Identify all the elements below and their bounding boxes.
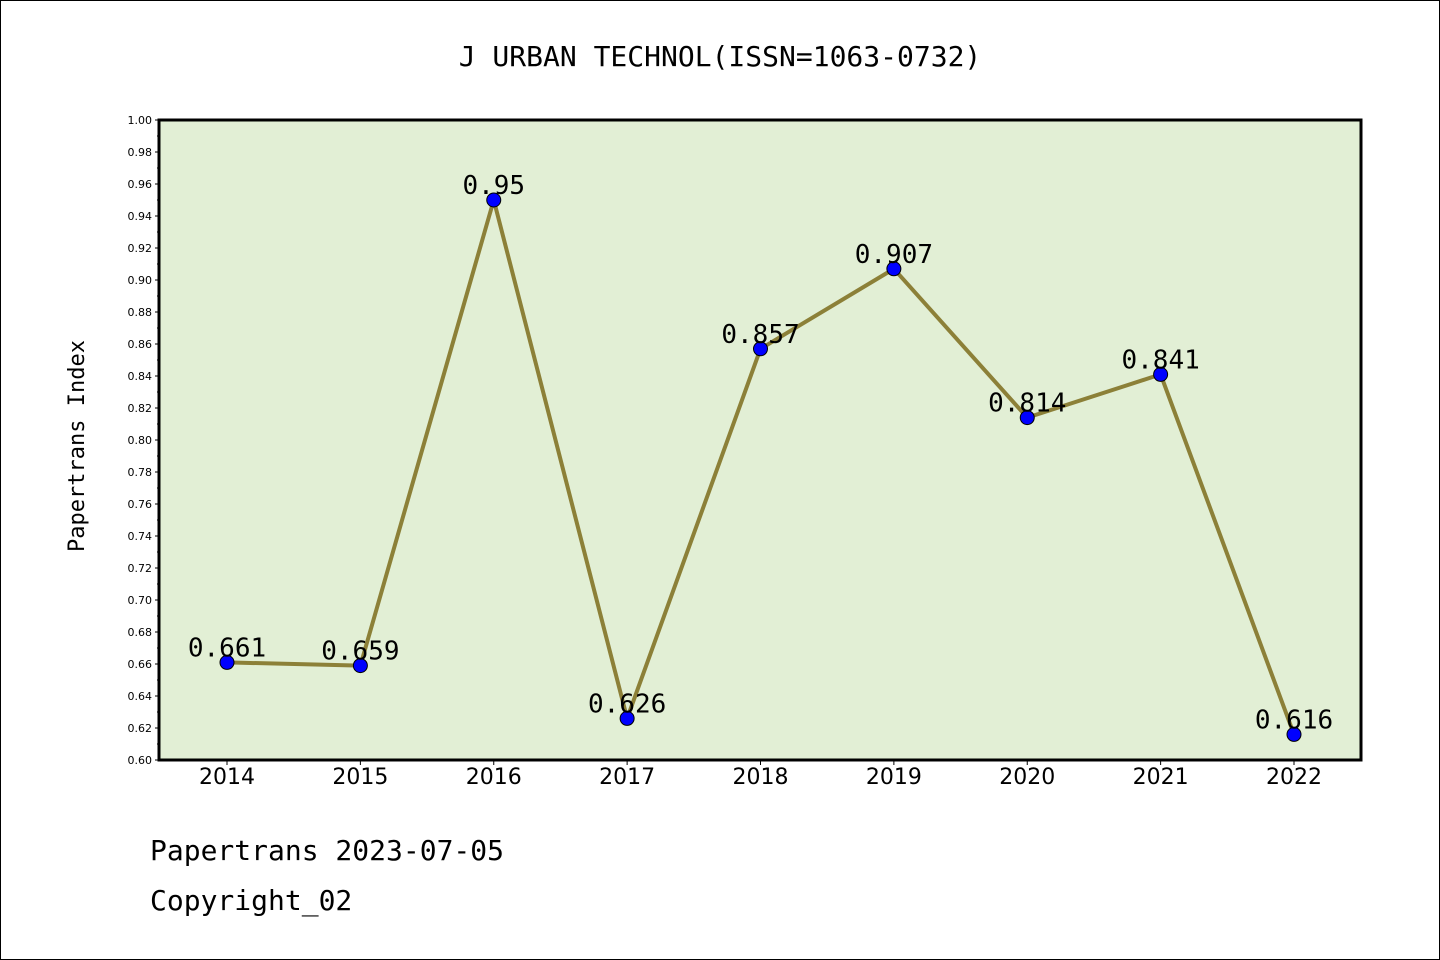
x-axis-ticks: 2014 2015 2016 2017 2018 2019 2020 2021 2022 bbox=[199, 760, 1322, 790]
x-tick-label: 2017 bbox=[599, 765, 655, 790]
y-tick-label: 0.96 bbox=[128, 178, 153, 191]
y-tick-label: 0.98 bbox=[128, 146, 153, 159]
data-label: 0.841 bbox=[1121, 345, 1199, 375]
data-point bbox=[486, 192, 502, 208]
data-label: 0.907 bbox=[855, 240, 933, 270]
y-tick-label: 0.70 bbox=[128, 594, 153, 607]
x-tick-label: 2020 bbox=[999, 765, 1055, 790]
y-axis-label: Papertrans Index bbox=[65, 340, 90, 552]
x-tick-label: 2021 bbox=[1133, 765, 1189, 790]
y-axis-ticks: 0.60 0.62 0.64 0.66 0.68 0.70 0.72 0.74 0.76 0.78… bbox=[128, 114, 160, 767]
data-point bbox=[753, 341, 768, 357]
data-point bbox=[1019, 410, 1035, 426]
y-tick-label: 0.68 bbox=[128, 626, 153, 639]
y-tick-label: 0.72 bbox=[128, 562, 153, 575]
y-tick-label: 0.88 bbox=[128, 306, 153, 319]
y-tick-label: 0.80 bbox=[128, 434, 153, 447]
y-tick-label: 0.74 bbox=[128, 530, 153, 543]
data-label: 0.616 bbox=[1255, 705, 1333, 735]
chart-title: J URBAN TECHNOL(ISSN=1063-0732) bbox=[459, 40, 982, 73]
data-point bbox=[1153, 366, 1169, 382]
data-point bbox=[352, 658, 368, 674]
data-label: 0.626 bbox=[588, 689, 666, 719]
data-label: 0.814 bbox=[988, 389, 1066, 419]
data-point bbox=[1286, 726, 1302, 742]
x-tick-label: 2015 bbox=[332, 765, 388, 790]
data-label: 0.95 bbox=[462, 171, 525, 201]
series-points-group bbox=[219, 192, 1302, 742]
data-point bbox=[219, 654, 235, 670]
y-tick-label: 0.82 bbox=[128, 402, 153, 415]
data-point bbox=[886, 261, 902, 277]
y-tick-label: 0.92 bbox=[128, 242, 153, 255]
y-tick-label: 0.60 bbox=[128, 754, 153, 767]
x-tick-label: 2016 bbox=[466, 765, 522, 790]
x-tick-label: 2018 bbox=[733, 765, 789, 790]
footer-date: Papertrans 2023-07-05 bbox=[150, 834, 505, 867]
x-tick-label: 2019 bbox=[866, 765, 922, 790]
y-tick-label: 0.62 bbox=[128, 722, 153, 735]
y-tick-label: 0.84 bbox=[128, 370, 153, 383]
x-tick-label: 2022 bbox=[1266, 765, 1322, 790]
y-tick-label: 1.00 bbox=[128, 114, 153, 127]
y-tick-label: 0.90 bbox=[128, 274, 153, 287]
y-tick-label: 0.76 bbox=[128, 498, 153, 511]
x-tick-label: 2014 bbox=[199, 765, 255, 790]
data-label: 0.659 bbox=[321, 637, 399, 667]
data-label: 0.857 bbox=[721, 320, 799, 350]
y-tick-label: 0.64 bbox=[128, 690, 153, 703]
plot-area bbox=[157, 118, 1363, 762]
data-label: 0.661 bbox=[188, 633, 266, 663]
footer-copyright: Copyright_02 bbox=[150, 884, 353, 917]
y-tick-label: 0.66 bbox=[128, 658, 153, 671]
y-tick-label: 0.86 bbox=[128, 338, 153, 351]
y-tick-label: 0.78 bbox=[128, 466, 153, 479]
y-tick-label: 0.94 bbox=[128, 210, 153, 223]
data-labels-group: 0.661 0.659 0.95 0.626 0.857 0.907 0.814 0.841 0… bbox=[188, 171, 1333, 735]
data-point bbox=[619, 710, 635, 726]
